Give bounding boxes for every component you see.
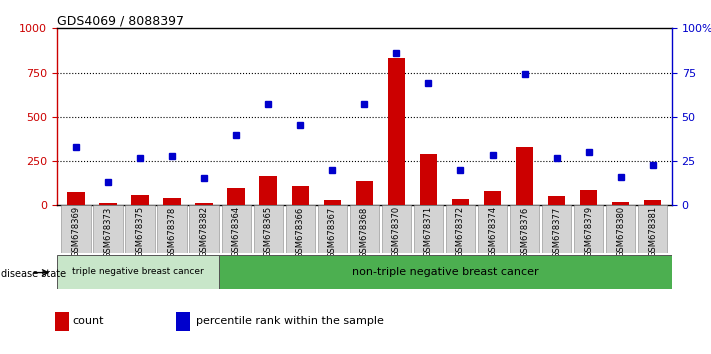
- Text: GSM678368: GSM678368: [360, 206, 369, 257]
- Bar: [157, 205, 187, 253]
- Bar: [478, 205, 507, 253]
- Bar: [387, 58, 405, 205]
- Bar: [483, 191, 501, 205]
- Bar: [55, 312, 69, 331]
- Bar: [93, 205, 123, 253]
- Bar: [132, 195, 149, 205]
- Bar: [356, 181, 373, 205]
- Bar: [286, 205, 315, 253]
- Text: GSM678371: GSM678371: [424, 206, 433, 257]
- Bar: [57, 255, 219, 289]
- Bar: [164, 198, 181, 205]
- Bar: [638, 205, 668, 253]
- Text: triple negative breast cancer: triple negative breast cancer: [72, 267, 203, 276]
- Text: GSM678380: GSM678380: [616, 206, 625, 257]
- Bar: [350, 205, 379, 253]
- Text: count: count: [73, 316, 105, 326]
- Text: disease state: disease state: [1, 269, 66, 279]
- Bar: [542, 205, 572, 253]
- Bar: [190, 205, 219, 253]
- Text: GSM678378: GSM678378: [168, 206, 177, 257]
- Text: GSM678369: GSM678369: [72, 206, 80, 257]
- Bar: [292, 186, 309, 205]
- Bar: [382, 205, 411, 253]
- Bar: [318, 205, 347, 253]
- Bar: [219, 255, 672, 289]
- Text: GSM678364: GSM678364: [232, 206, 241, 257]
- Bar: [574, 205, 604, 253]
- Bar: [324, 200, 341, 205]
- Bar: [100, 202, 117, 205]
- Bar: [125, 205, 155, 253]
- Bar: [579, 190, 597, 205]
- Bar: [222, 205, 251, 253]
- Bar: [176, 312, 191, 331]
- Text: GSM678377: GSM678377: [552, 206, 561, 257]
- Text: GSM678372: GSM678372: [456, 206, 465, 257]
- Text: GSM678382: GSM678382: [200, 206, 209, 257]
- Text: percentile rank within the sample: percentile rank within the sample: [196, 316, 383, 326]
- Text: non-triple negative breast cancer: non-triple negative breast cancer: [352, 267, 539, 277]
- Bar: [419, 154, 437, 205]
- Bar: [446, 205, 475, 253]
- Bar: [510, 205, 539, 253]
- Text: GSM678374: GSM678374: [488, 206, 497, 257]
- Bar: [260, 176, 277, 205]
- Bar: [61, 205, 91, 253]
- Text: GDS4069 / 8088397: GDS4069 / 8088397: [57, 14, 184, 27]
- Bar: [451, 199, 469, 205]
- Bar: [547, 195, 565, 205]
- Text: GSM678373: GSM678373: [104, 206, 112, 257]
- Bar: [515, 147, 533, 205]
- Text: GSM678379: GSM678379: [584, 206, 593, 257]
- Text: GSM678370: GSM678370: [392, 206, 401, 257]
- Text: GSM678376: GSM678376: [520, 206, 529, 257]
- Bar: [414, 205, 443, 253]
- Bar: [612, 202, 629, 205]
- Bar: [228, 188, 245, 205]
- Text: GSM678366: GSM678366: [296, 206, 305, 257]
- Bar: [606, 205, 636, 253]
- Text: GSM678365: GSM678365: [264, 206, 273, 257]
- Bar: [644, 200, 661, 205]
- Bar: [254, 205, 283, 253]
- Text: GSM678375: GSM678375: [136, 206, 144, 257]
- Bar: [196, 202, 213, 205]
- Text: GSM678381: GSM678381: [648, 206, 657, 257]
- Text: GSM678367: GSM678367: [328, 206, 337, 257]
- Bar: [68, 192, 85, 205]
